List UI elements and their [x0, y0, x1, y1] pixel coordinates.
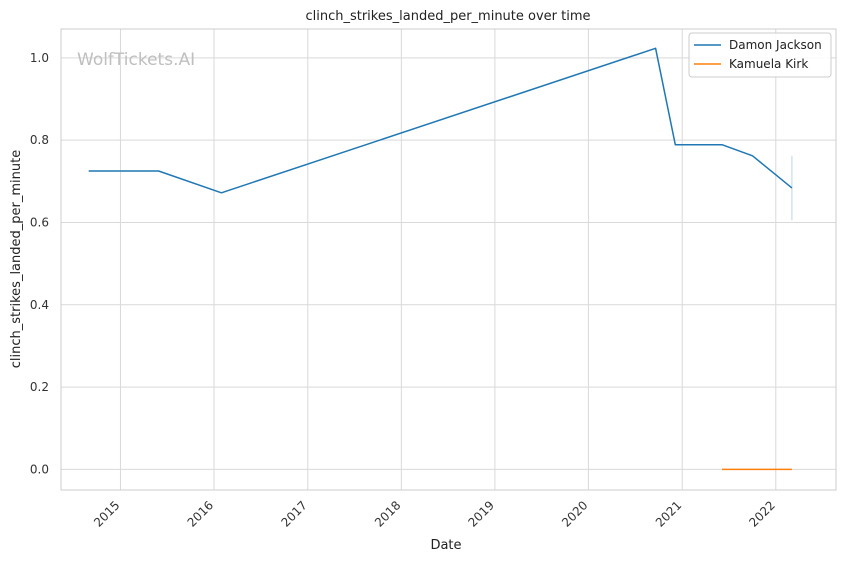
legend: Damon Jackson Kamuela Kirk	[688, 32, 832, 78]
y-tick-label: 0.0	[30, 462, 49, 476]
chart-title: clinch_strikes_landed_per_minute over ti…	[305, 9, 590, 24]
legend-box	[688, 32, 832, 78]
grid-lines	[61, 29, 836, 490]
x-axis-title: Date	[430, 538, 461, 553]
y-tick-label: 0.8	[30, 133, 49, 147]
y-tick-label: 0.6	[30, 215, 49, 229]
plot-frame	[60, 28, 837, 491]
y-axis-title: clinch_strikes_landed_per_minute	[9, 150, 24, 368]
legend-label-damon-jackson: Damon Jackson	[729, 38, 822, 52]
series-line-damon-jackson	[88, 47, 793, 194]
legend-label-kamuela-kirk: Kamuela Kirk	[729, 57, 808, 71]
watermark-text: WolfTickets.AI	[77, 50, 195, 70]
y-tick-label: 1.0	[30, 51, 49, 65]
y-tick-label: 0.2	[30, 380, 49, 394]
series-layer	[88, 47, 793, 471]
y-tick-label: 0.4	[30, 298, 49, 312]
